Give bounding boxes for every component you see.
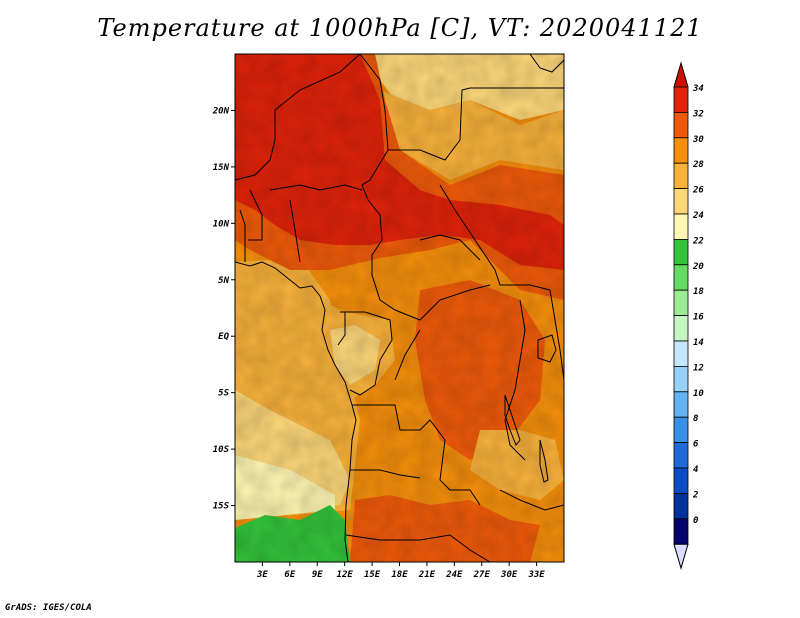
lon-tick-label: 33E [527,570,545,580]
lake-victoria [537,334,557,363]
colorbar-swatch [673,213,689,240]
colorbar-label: 18 [693,287,704,297]
border-5 [269,184,363,191]
border-6 [289,199,301,263]
colorbar-swatch [673,289,689,317]
colorbar-label: 10 [693,389,704,399]
colorbar-swatch [673,162,689,189]
colorbar-label: 32 [692,109,704,119]
border-10 [439,184,551,291]
lon-tick-label: 21E [418,570,436,580]
lon-tick-label: 3E [256,570,268,580]
colorbar-swatch [673,264,689,291]
lon-tick-label: 15E [364,570,381,580]
colorbar-swatch [673,137,689,164]
field-noise [235,54,564,562]
border-11 [419,234,481,261]
colorbar-swatch [673,365,689,393]
border-8 [388,87,471,161]
border-12 [340,311,393,396]
lake-tanganyika [504,394,521,446]
colorbar-label: 24 [692,211,704,221]
colorbar-swatch [673,188,689,215]
colorbar-swatch [673,112,689,139]
colorbar-label: 30 [692,135,704,145]
border-nile [529,54,564,73]
colorbar-swatch [673,518,689,545]
lake-malawi [539,439,549,483]
lon-tick-label: 12E [337,570,354,580]
border-19 [504,299,526,461]
lat-axis: 20N 15N 10N 5N EQ 5S 10S 15S [212,106,235,512]
border-20 [549,289,564,381]
country-borders [235,54,564,562]
lon-tick-label: 27E [473,570,491,580]
lat-tick-label: 5S [218,389,229,399]
colorbar-swatch [673,467,689,494]
border-14 [394,329,421,381]
colorbar-label: 8 [693,414,698,424]
colorbar-swatch [673,391,689,418]
border-2 [359,54,389,241]
border-7 [371,239,491,321]
lat-tick-label: 20N [212,106,230,116]
lat-tick-label: 5N [218,276,229,286]
lon-tick-label: 6E [284,570,295,580]
colorbar-label: 14 [693,338,704,348]
colorbar-swatch [673,238,689,266]
colorbar-label: 16 [693,313,704,323]
colorbar-swatch [673,315,689,342]
coastline-west [235,261,357,562]
colorbar-label: 20 [692,262,704,272]
lat-tick-label: 15N [213,163,230,173]
lon-tick-label: 18E [391,570,408,580]
lon-tick-label: 9E [312,570,323,580]
colorbar-label: 22 [692,236,704,246]
colorbar-label: 12 [693,363,704,373]
border-13 [337,312,346,346]
border-16 [350,469,421,479]
temperature-field [235,54,564,562]
border-4 [239,209,246,262]
lat-tick-label: EQ [218,332,229,342]
lon-axis: 3E 6E 9E 12E 15E 18E 21E 24E 27E 30E 33E [256,562,545,580]
colorbar-label: 28 [692,160,704,170]
colorbar-label: 26 [692,186,704,196]
lat-tick-label: 10S [213,445,230,455]
border-17 [345,534,491,562]
colorbar-top-arrow [673,61,689,88]
colorbar-swatch [673,492,689,520]
lat-tick-label: 10N [213,219,230,229]
colorbar-swatch [673,86,689,113]
colorbar-label: 34 [692,84,704,94]
colorbar-label: 0 [693,516,699,526]
lon-tick-label: 24E [445,570,463,580]
colorbar-swatch [673,416,689,444]
lat-tick-label: 15S [213,502,230,512]
map-title: Temperature at 1000hPa [C], VT: 20200411… [97,14,703,42]
colorbar-label: 2 [692,490,698,500]
border-3 [248,189,263,241]
border-1 [235,54,361,181]
colorbar-bottom-arrow [673,543,689,570]
colorbar-swatch [673,340,689,367]
colorbar-swatch [673,442,689,469]
border-15 [352,404,481,506]
border-18 [499,489,564,511]
lon-tick-label: 30E [500,570,518,580]
colorbar-label: 6 [693,440,699,450]
colorbar-label: 4 [693,465,698,475]
grads-credit: GrADS: IGES/COLA [5,603,92,613]
